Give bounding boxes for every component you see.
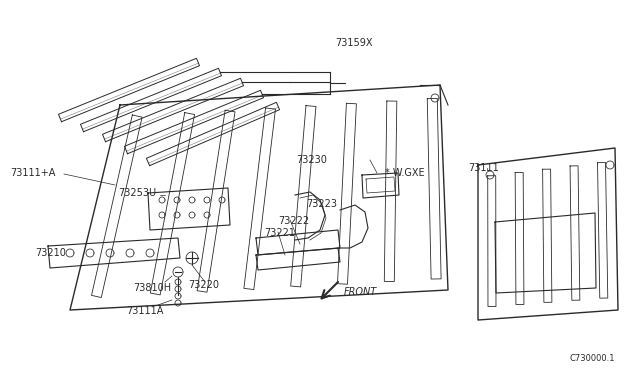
Text: 73223: 73223 <box>306 199 337 209</box>
Text: C730000.1: C730000.1 <box>570 354 616 363</box>
Text: 73220: 73220 <box>188 280 219 290</box>
Text: * W.GXE: * W.GXE <box>385 168 424 178</box>
Text: 73230: 73230 <box>296 155 327 165</box>
Text: 73222: 73222 <box>278 216 309 226</box>
Text: 73253U: 73253U <box>118 188 156 198</box>
Text: 73810H: 73810H <box>133 283 171 293</box>
Text: FRONT: FRONT <box>344 287 377 297</box>
Text: 73159X: 73159X <box>335 38 372 48</box>
Text: 73111+A: 73111+A <box>10 168 56 178</box>
Text: 73111: 73111 <box>468 163 499 173</box>
Text: 73210: 73210 <box>35 248 66 258</box>
Text: 73221: 73221 <box>264 228 295 238</box>
Text: 73111A: 73111A <box>126 306 163 316</box>
